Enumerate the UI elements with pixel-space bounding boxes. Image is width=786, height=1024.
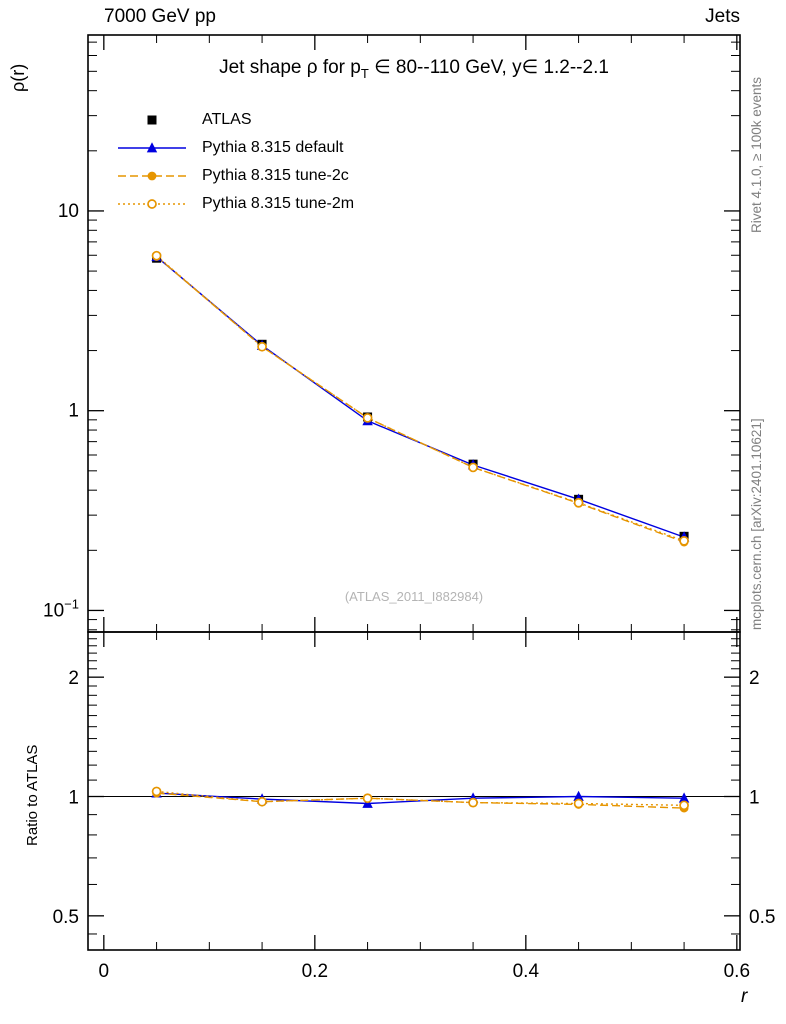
svg-text:0.5: 0.5 [749, 907, 775, 928]
svg-text:1: 1 [749, 788, 760, 809]
analysis-id-watermark: (ATLAS_2011_I882984) [344, 589, 484, 604]
svg-text:1: 1 [68, 788, 79, 809]
svg-text:0.4: 0.4 [513, 961, 540, 982]
svg-text:2: 2 [68, 668, 79, 689]
svg-text:0.2: 0.2 [302, 961, 328, 982]
svg-text:10−1: 10−1 [43, 596, 79, 621]
legend-row-atlas: ATLAS [116, 106, 354, 134]
legend-swatch-pythia-default [116, 138, 188, 158]
mcplots-credit-label: mcplots.cern.ch [arXiv:2401.10621] [749, 418, 764, 630]
svg-text:2: 2 [749, 668, 760, 689]
y-axis-label: ρ(r) [8, 63, 28, 92]
legend: ATLAS Pythia 8.315 default Pythia 8.315 … [116, 106, 354, 218]
legend-label-atlas: ATLAS [202, 111, 252, 128]
legend-row-pythia-tune-2m: Pythia 8.315 tune-2m [116, 190, 354, 218]
legend-row-pythia-tune-2c: Pythia 8.315 tune-2c [116, 162, 354, 190]
legend-swatch-pythia-tune-2m [116, 194, 188, 214]
legend-swatch-atlas [116, 110, 188, 130]
plot-title-post: ∈ 80--110 GeV, y∈ 1.2--2.1 [368, 57, 609, 78]
x-axis-label: r [741, 986, 748, 1007]
ratio-y-axis-label: Ratio to ATLAS [24, 744, 41, 846]
legend-label-pythia-default: Pythia 8.315 default [202, 139, 344, 156]
svg-text:0: 0 [99, 961, 110, 982]
rivet-version-label: Rivet 4.1.0, ≥ 100k events [749, 77, 764, 233]
legend-label-pythia-tune-2m: Pythia 8.315 tune-2m [202, 195, 355, 212]
svg-text:0.5: 0.5 [53, 907, 79, 928]
process-label: Jets [705, 6, 740, 27]
svg-text:10: 10 [58, 201, 79, 222]
legend-label-pythia-tune-2c: Pythia 8.315 tune-2c [202, 167, 349, 184]
plot-title-pre: Jet shape ρ for p [219, 57, 361, 78]
plot-title-subscript: T [360, 66, 369, 81]
svg-text:0.6: 0.6 [724, 961, 750, 982]
svg-text:1: 1 [68, 401, 79, 422]
beam-energy-label: 7000 GeV pp [104, 6, 216, 27]
plot-title: Jet shape ρ for pT ∈ 80--110 GeV, y∈ 1.2… [88, 56, 740, 81]
legend-swatch-pythia-tune-2c [116, 166, 188, 186]
legend-row-pythia-default: Pythia 8.315 default [116, 134, 354, 162]
